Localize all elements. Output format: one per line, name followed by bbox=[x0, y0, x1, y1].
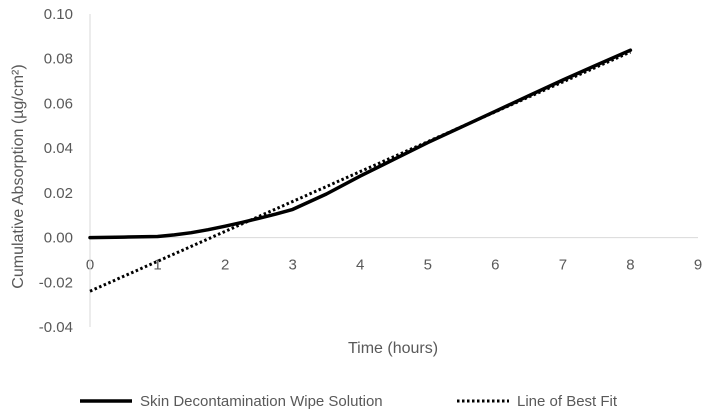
x-tick-label: 2 bbox=[221, 257, 229, 274]
y-tick-label: 0.06 bbox=[44, 95, 73, 112]
series-line-wipe-solution bbox=[88, 48, 633, 240]
x-tick-label: 3 bbox=[288, 257, 296, 274]
x-tick-label: 8 bbox=[626, 257, 634, 274]
legend-label-wipe-solution: Skin Decontamination Wipe Solution bbox=[140, 393, 383, 410]
y-tick-label: -0.02 bbox=[39, 274, 73, 291]
x-tick-label: 4 bbox=[356, 257, 364, 274]
x-tick-label: 6 bbox=[491, 257, 499, 274]
y-tick-label: 0.02 bbox=[44, 185, 73, 202]
x-tick-label: 9 bbox=[694, 257, 702, 274]
y-tick-labels: -0.04 -0.02 0.00 0.02 0.04 0.06 0.08 0.10 bbox=[39, 6, 73, 336]
legend-label-best-fit: Line of Best Fit bbox=[517, 393, 618, 410]
y-tick-label: -0.04 bbox=[39, 319, 73, 336]
legend: Skin Decontamination Wipe Solution Line … bbox=[80, 393, 618, 410]
series-layer bbox=[88, 48, 633, 293]
x-tick-label: 1 bbox=[153, 257, 161, 274]
x-axis-title: Time (hours) bbox=[348, 340, 438, 357]
y-tick-label: 0.04 bbox=[44, 140, 73, 157]
x-tick-label: 7 bbox=[559, 257, 567, 274]
y-axis-title: Cumulative Absorption (µg/cm²) bbox=[10, 64, 27, 288]
series-line-best-fit bbox=[89, 50, 632, 293]
y-tick-label: 0.10 bbox=[44, 6, 73, 23]
y-tick-label: 0.00 bbox=[44, 230, 73, 247]
y-tick-label: 0.08 bbox=[44, 51, 73, 68]
x-tick-label: 5 bbox=[424, 257, 432, 274]
